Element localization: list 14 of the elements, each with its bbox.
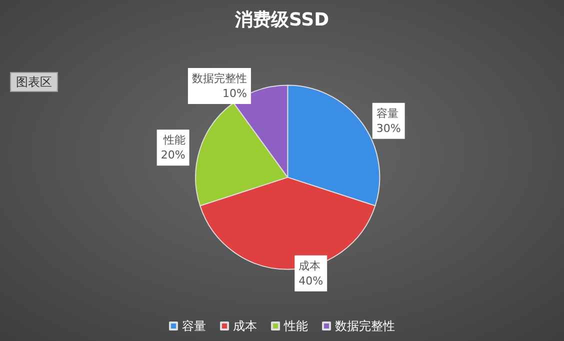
text: 图表区 <box>16 75 52 89</box>
data-label: 20% <box>160 148 186 162</box>
legend-label: 性能 <box>283 319 308 333</box>
slice-label: 容量 <box>376 106 398 120</box>
chart-title: 消费级SSD <box>234 10 330 30</box>
legend-label: 成本 <box>233 319 257 333</box>
slice-label: 成本 <box>298 259 321 272</box>
slice-label: 性能 <box>162 134 186 147</box>
legend-label: 容量 <box>182 319 206 333</box>
data-label: 30% <box>376 122 401 135</box>
data-label: 10% <box>222 86 247 100</box>
legend-label: 数据完整性 <box>335 319 395 333</box>
slice-label: 数据完整性 <box>192 72 247 85</box>
data-label: 40% <box>298 274 324 288</box>
